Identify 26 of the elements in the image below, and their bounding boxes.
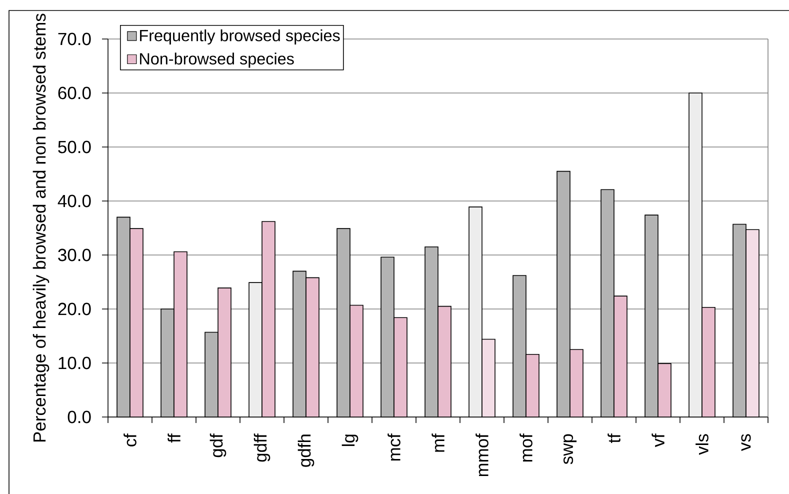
x-tick-label: lg — [342, 434, 358, 446]
y-axis-title: Percentage of heavily browsed and non browsed stems — [32, 14, 50, 442]
y-tick-label: 70.0 — [58, 32, 91, 46]
x-tick-label: ff — [168, 433, 180, 443]
x-tick-label: mmof — [476, 433, 488, 476]
x-tick-label: mf — [432, 433, 444, 452]
legend-label: Non-browsed species — [140, 52, 294, 68]
y-tick-label: 30.0 — [58, 248, 91, 262]
legend-label: Frequently browsed species — [140, 29, 340, 45]
x-tick-label: cf — [124, 433, 136, 446]
x-tick-label: mof — [520, 433, 532, 462]
y-tick-label: 10.0 — [58, 356, 91, 370]
y-tick-label: 0.0 — [68, 410, 91, 424]
x-tick-label: vf — [652, 433, 664, 448]
y-tick-label: 60.0 — [58, 86, 91, 100]
x-tick-label: vs — [741, 434, 751, 451]
y-tick-label: 40.0 — [58, 194, 91, 208]
x-tick-label: vls — [696, 434, 708, 455]
y-tick-label: 20.0 — [58, 302, 91, 316]
x-tick-label: gdff — [254, 433, 270, 462]
x-tick-label: gdf — [210, 434, 226, 458]
x-tick-label: swp — [563, 434, 577, 464]
y-tick-label: 50.0 — [58, 140, 91, 154]
x-tick-label: tf — [608, 433, 620, 443]
x-tick-label: gdfh — [298, 434, 314, 467]
x-tick-label: mcf — [388, 433, 400, 461]
